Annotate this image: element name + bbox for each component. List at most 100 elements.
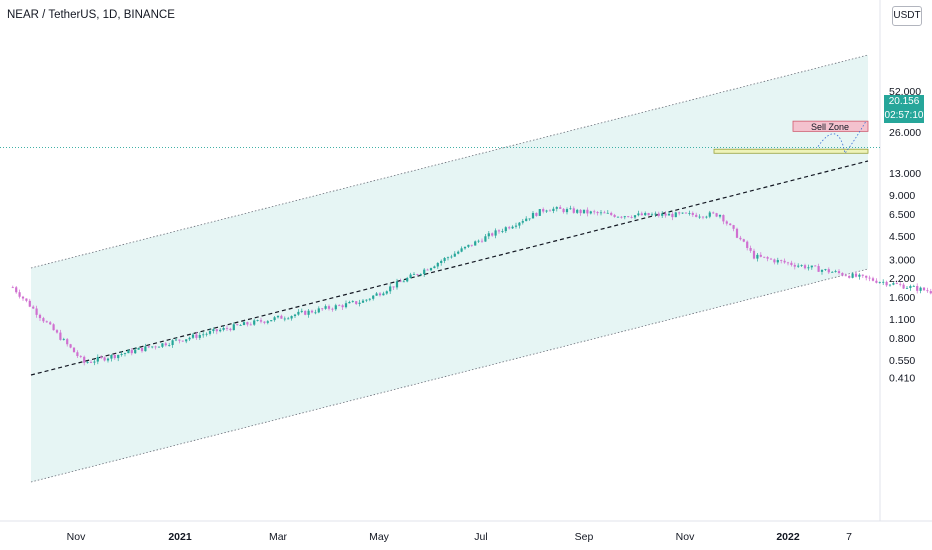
candle-body (69, 344, 72, 348)
candle (467, 244, 470, 249)
candle-body (446, 257, 450, 259)
candle (45, 320, 48, 323)
candle (474, 240, 477, 246)
candle (892, 281, 895, 286)
candle-body (817, 266, 820, 272)
candle (824, 268, 827, 271)
candle-body (487, 233, 490, 237)
candle-body (32, 306, 35, 309)
candle (555, 206, 558, 212)
candle-body (766, 257, 769, 259)
candle (205, 332, 208, 337)
candle (123, 352, 127, 357)
candle-body (800, 265, 803, 266)
candle (355, 301, 358, 305)
price-tick-label: 1.100 (889, 314, 915, 326)
candle-body (117, 354, 120, 359)
price-tick-label: 1.600 (889, 292, 915, 304)
candle (93, 359, 96, 366)
candle-body (477, 240, 480, 242)
candle-body (130, 350, 133, 354)
candle (83, 355, 86, 366)
candle-body (705, 216, 708, 218)
candle (759, 252, 762, 258)
candle-body (542, 209, 545, 212)
symbol-title[interactable]: NEAR / TetherUS, 1D, BINANCE (7, 9, 175, 21)
candle (440, 259, 443, 266)
candle (650, 212, 654, 216)
candle (327, 304, 331, 311)
candle-body (501, 231, 504, 232)
candle (786, 261, 790, 266)
candle-body (457, 251, 460, 254)
candle (103, 356, 106, 362)
candle (35, 305, 38, 318)
candle-body (504, 227, 507, 232)
candle-body (569, 208, 572, 210)
candle (55, 329, 59, 334)
candle (130, 348, 133, 356)
candle (797, 263, 800, 268)
candle (678, 211, 681, 216)
time-tick-label: 2022 (776, 531, 800, 543)
candle-body (389, 286, 392, 292)
candle (161, 343, 164, 348)
candle-body (596, 212, 599, 214)
annotation-zones: Sell Zone (713, 120, 869, 155)
channel-fill (31, 55, 868, 482)
candle (831, 271, 834, 273)
candle (854, 271, 858, 278)
channel-mid-line (30, 160, 869, 376)
candle-body (671, 213, 674, 218)
candle-body (837, 271, 841, 273)
candle-body (242, 322, 246, 326)
candle-body (443, 258, 446, 261)
candle-body (120, 354, 123, 355)
candle-body (406, 277, 409, 282)
candle-body (331, 308, 334, 310)
candle (310, 309, 314, 314)
candle (11, 285, 14, 289)
candle (878, 281, 881, 284)
candle (671, 212, 674, 221)
candle (661, 211, 664, 219)
candle-body (232, 324, 235, 331)
candle-body (127, 350, 130, 354)
candle-body (66, 339, 69, 345)
candle (270, 320, 273, 322)
candle (610, 211, 613, 217)
candle (722, 214, 725, 225)
candle-body (198, 335, 201, 338)
candle-body (450, 256, 453, 258)
candle-body (89, 362, 93, 364)
candle-body (174, 339, 178, 341)
candle-body (865, 275, 868, 278)
candle-body (137, 347, 140, 350)
candle (402, 279, 405, 283)
candle (565, 207, 569, 215)
time-tick-label: May (369, 531, 390, 543)
candle-body (871, 278, 875, 281)
currency-button[interactable]: USDT (892, 6, 922, 26)
candle-body (263, 321, 266, 323)
candle-body (436, 263, 439, 267)
candle-body (742, 239, 745, 242)
candle (620, 215, 623, 219)
candle-body (674, 212, 677, 218)
candle (688, 210, 691, 216)
candle-body (385, 291, 388, 294)
candle-body (518, 222, 521, 226)
candle (875, 278, 878, 284)
candle (368, 298, 371, 302)
candle-body (746, 241, 749, 248)
candle (695, 212, 698, 218)
candle (793, 262, 796, 270)
candle-body (157, 346, 161, 348)
candle (198, 332, 201, 340)
candle-body (246, 322, 249, 325)
candle (157, 346, 161, 348)
candle-body (793, 264, 796, 267)
candle-body (154, 346, 157, 348)
candle-body (752, 250, 756, 259)
candle-body (348, 301, 351, 304)
